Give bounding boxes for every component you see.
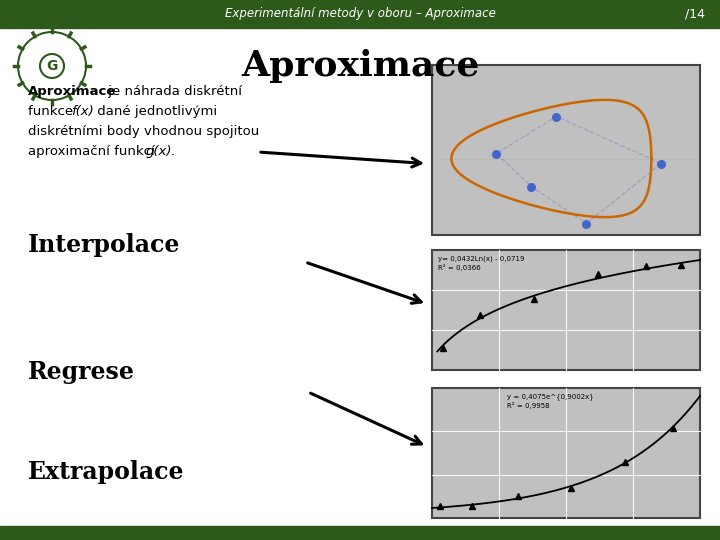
Text: diskrétními body vhodnou spojitou: diskrétními body vhodnou spojitou <box>28 125 259 138</box>
Text: f(x): f(x) <box>71 105 94 118</box>
Circle shape <box>18 32 86 100</box>
Bar <box>432 65 700 235</box>
Text: funkce: funkce <box>28 105 77 118</box>
Text: aproximační funkcí: aproximační funkcí <box>28 145 159 158</box>
Circle shape <box>40 54 64 78</box>
Text: dané jednotlivými: dané jednotlivými <box>93 105 217 118</box>
Text: G: G <box>46 59 58 73</box>
Text: Experimentální metody v oboru – Aproximace: Experimentální metody v oboru – Aproxima… <box>225 8 495 21</box>
Text: Extrapolace: Extrapolace <box>28 460 184 484</box>
Text: Aproximace: Aproximace <box>240 49 480 83</box>
Text: y = 0,4075e^{0,9002x}
R² = 0,9958: y = 0,4075e^{0,9002x} R² = 0,9958 <box>507 393 594 409</box>
Text: Regrese: Regrese <box>28 360 135 384</box>
Text: Aproximace: Aproximace <box>28 85 117 98</box>
Text: /14: /14 <box>685 8 705 21</box>
Bar <box>0 0 720 28</box>
Bar <box>432 388 700 518</box>
Text: g(x): g(x) <box>146 145 173 158</box>
Text: .: . <box>171 145 175 158</box>
Text: je náhrada diskrétní: je náhrada diskrétní <box>104 85 242 98</box>
Text: y= 0,0432Ln(x) - 0,0719
R² = 0,0366: y= 0,0432Ln(x) - 0,0719 R² = 0,0366 <box>438 255 524 271</box>
Bar <box>432 250 700 370</box>
Bar <box>0 526 720 540</box>
Text: Interpolace: Interpolace <box>28 233 181 257</box>
